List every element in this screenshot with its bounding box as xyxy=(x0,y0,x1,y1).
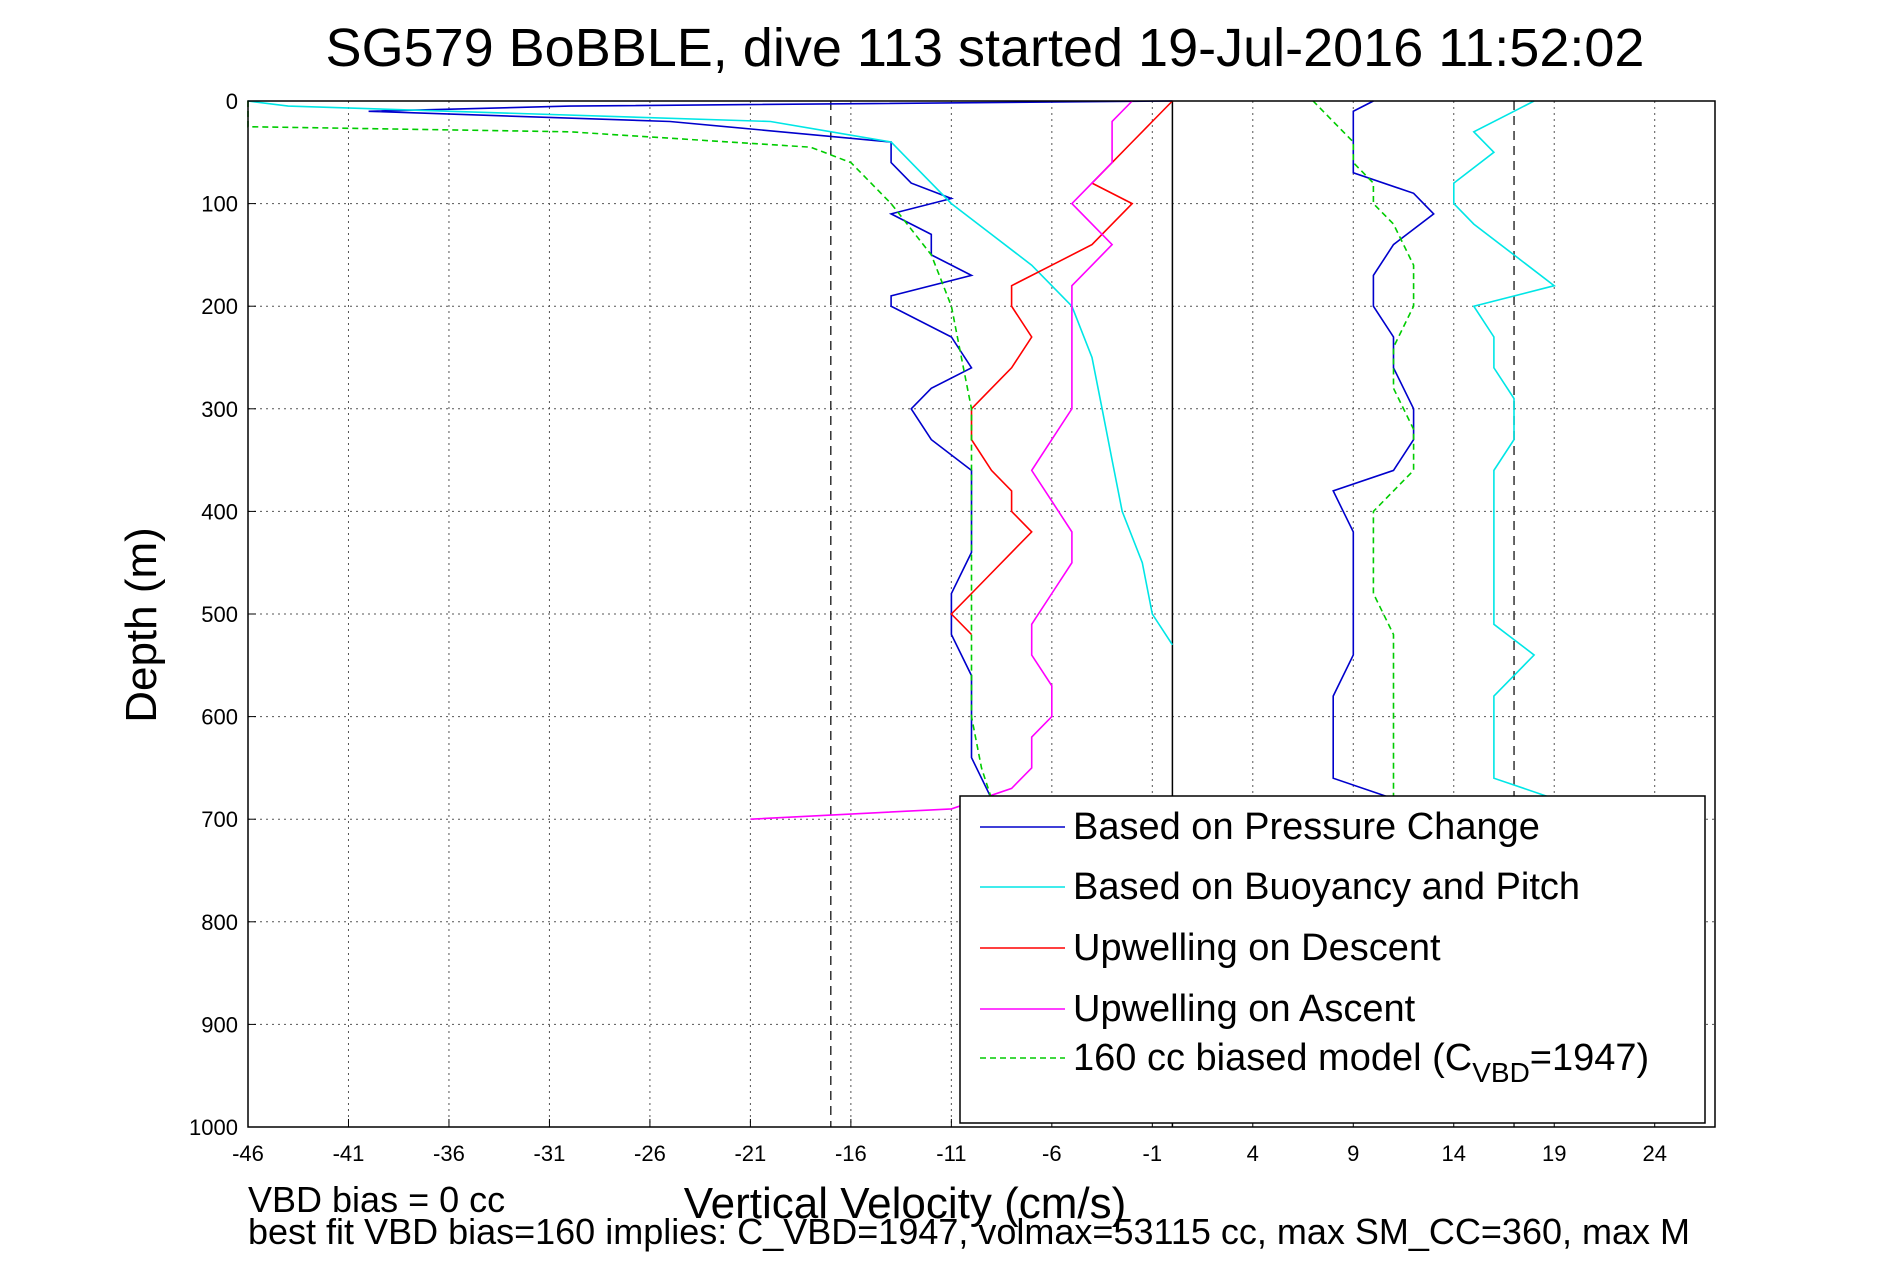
legend-box xyxy=(959,795,1706,1124)
x-tick-label: -26 xyxy=(634,1141,666,1166)
y-tick-label: 400 xyxy=(201,499,238,524)
x-tick-label: -11 xyxy=(936,1141,966,1166)
x-tick-label: -36 xyxy=(433,1141,465,1166)
series-line xyxy=(1332,100,1435,800)
x-tick-label: -1 xyxy=(1143,1141,1163,1166)
y-tick-label: 800 xyxy=(201,910,238,935)
y-tick-label: 700 xyxy=(201,807,238,832)
y-tick-labels: 0 100 200 300 400 500 600 700 800 900 1000 xyxy=(189,89,256,1140)
x-tick-label: 24 xyxy=(1642,1141,1666,1166)
y-tick-label: 100 xyxy=(201,192,238,217)
legend-entry: Upwelling on Descent xyxy=(1073,927,1441,969)
y-tick-label: 300 xyxy=(201,397,238,422)
series-line xyxy=(1312,100,1415,799)
x-tick-labels: -46 -41 -36 -31 -26 -21 -16 -11 -6 -1 4 9 14 19 24 xyxy=(232,1119,1667,1166)
x-tick-label: -46 xyxy=(232,1141,264,1166)
legend: Based on Pressure Change Based on Buoyanc… xyxy=(959,795,1706,1124)
legend-entry: Upwelling on Ascent xyxy=(1073,988,1416,1030)
x-axis-label: Vertical Velocity (cm/s) xyxy=(684,1179,1127,1228)
x-tick-label: 14 xyxy=(1442,1141,1466,1166)
series-line xyxy=(750,100,1133,820)
x-tick-label: 19 xyxy=(1542,1141,1566,1166)
y-tick-label: 0 xyxy=(226,89,238,114)
legend-entry: 160 cc biased model (CVBD=1947) xyxy=(1073,1037,1649,1088)
x-tick-label: -41 xyxy=(333,1141,365,1166)
y-tick-label: 600 xyxy=(201,705,238,730)
footer-fit-line: best fit VBD bias=160 implies: C_VBD=194… xyxy=(248,1211,1690,1252)
series-line xyxy=(1453,100,1556,800)
y-tick-label: 200 xyxy=(201,294,238,319)
y-tick-label: 1000 xyxy=(189,1115,238,1140)
series-line xyxy=(247,101,993,799)
chart-title: SG579 BoBBLE, dive 113 started 19-Jul-20… xyxy=(326,18,1645,78)
y-axis-label: Depth (m) xyxy=(117,527,166,723)
legend-entry: Based on Pressure Change xyxy=(1073,806,1540,848)
x-tick-label: -21 xyxy=(734,1141,766,1166)
series-lines xyxy=(247,100,1556,820)
y-tick-label: 500 xyxy=(201,602,238,627)
x-tick-label: 9 xyxy=(1347,1141,1359,1166)
series-line xyxy=(247,100,1174,646)
legend-entry: Based on Buoyancy and Pitch xyxy=(1073,866,1580,908)
footer-bias-line: VBD bias = 0 cc xyxy=(248,1179,505,1220)
x-tick-label: 4 xyxy=(1247,1141,1259,1166)
x-tick-label: -31 xyxy=(534,1141,566,1166)
x-tick-label: -6 xyxy=(1042,1141,1062,1166)
x-tick-label: -16 xyxy=(835,1141,867,1166)
y-tick-label: 900 xyxy=(201,1012,238,1037)
